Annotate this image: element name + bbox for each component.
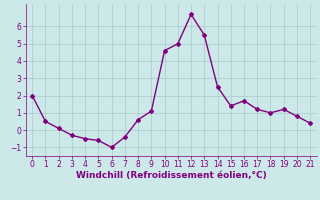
X-axis label: Windchill (Refroidissement éolien,°C): Windchill (Refroidissement éolien,°C) bbox=[76, 171, 267, 180]
